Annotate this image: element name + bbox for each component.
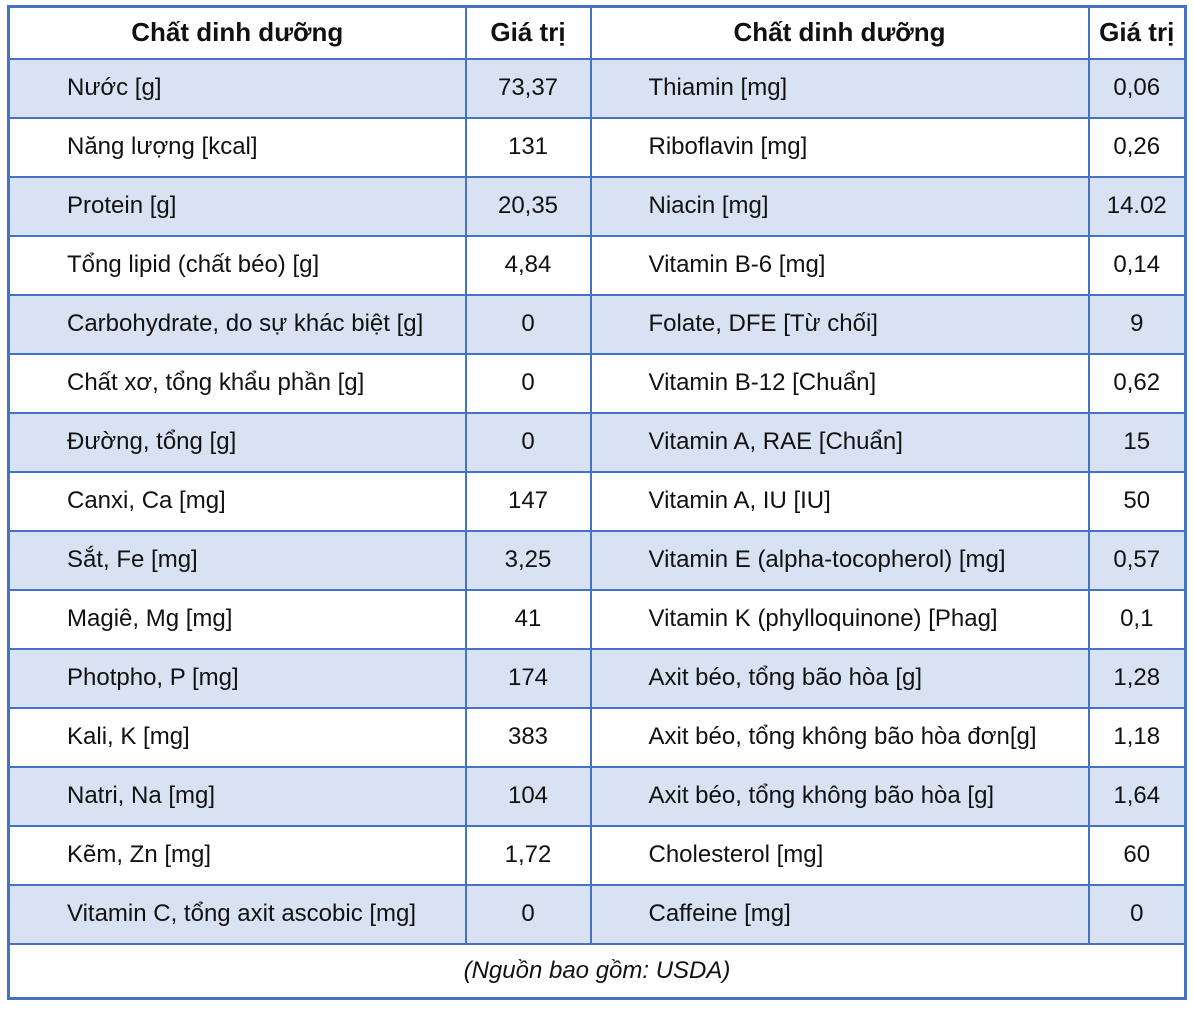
value-cell-right: 0,06 bbox=[1087, 57, 1187, 119]
value-cell-left: 0 bbox=[464, 293, 592, 355]
nutrient-cell-right: Vitamin E (alpha-tocopherol) [mg] bbox=[589, 529, 1090, 591]
value-cell-right: 0 bbox=[1087, 883, 1187, 945]
nutrient-cell-right: Vitamin A, RAE [Chuẩn] bbox=[589, 411, 1090, 473]
nutrient-cell-left: Chất xơ, tổng khẩu phần [g] bbox=[7, 352, 467, 414]
value-cell-right: 1,28 bbox=[1087, 647, 1187, 709]
table-row: Tổng lipid (chất béo) [g] 4,84 Vitamin B-6… bbox=[7, 234, 1187, 296]
table-row: Sắt, Fe [mg] 3,25 Vitamin E (alpha-tocophe… bbox=[7, 529, 1187, 591]
value-cell-left: 1,72 bbox=[464, 824, 592, 886]
value-cell-right: 50 bbox=[1087, 470, 1187, 532]
value-cell-right: 0,57 bbox=[1087, 529, 1187, 591]
table-row: Canxi, Ca [mg] 147 Vitamin A, IU [IU] 50 bbox=[7, 470, 1187, 532]
value-cell-left: 20,35 bbox=[464, 175, 592, 237]
nutrient-cell-right: Axit béo, tổng không bão hòa [g] bbox=[589, 765, 1090, 827]
value-cell-right: 14.02 bbox=[1087, 175, 1187, 237]
header-value-right: Giá trị bbox=[1087, 5, 1187, 60]
value-cell-right: 15 bbox=[1087, 411, 1187, 473]
header-value-left: Giá trị bbox=[464, 5, 592, 60]
value-cell-right: 9 bbox=[1087, 293, 1187, 355]
table-row: Năng lượng [kcal] 131 Riboflavin [mg] 0,26 bbox=[7, 116, 1187, 178]
nutrient-cell-right: Axit béo, tổng bão hòa [g] bbox=[589, 647, 1090, 709]
table-row: Nước [g] 73,37 Thiamin [mg] 0,06 bbox=[7, 57, 1187, 119]
nutrient-cell-right: Thiamin [mg] bbox=[589, 57, 1090, 119]
nutrition-table: Chất dinh dưỡng Giá trị Chất dinh dưỡng … bbox=[7, 5, 1187, 1000]
value-cell-left: 73,37 bbox=[464, 57, 592, 119]
value-cell-left: 104 bbox=[464, 765, 592, 827]
nutrient-cell-left: Kali, K [mg] bbox=[7, 706, 467, 768]
table-row: Natri, Na [mg] 104 Axit béo, tổng không bã… bbox=[7, 765, 1187, 827]
nutrient-cell-left: Photpho, P [mg] bbox=[7, 647, 467, 709]
nutrient-cell-left: Nước [g] bbox=[7, 57, 467, 119]
table-row: Vitamin C, tổng axit ascobic [mg] 0 Caffei… bbox=[7, 883, 1187, 945]
value-cell-left: 174 bbox=[464, 647, 592, 709]
table-header-row: Chất dinh dưỡng Giá trị Chất dinh dưỡng … bbox=[7, 5, 1187, 60]
nutrient-cell-right: Vitamin B-12 [Chuẩn] bbox=[589, 352, 1090, 414]
header-nutrient-left: Chất dinh dưỡng bbox=[7, 5, 467, 60]
nutrient-cell-left: Canxi, Ca [mg] bbox=[7, 470, 467, 532]
value-cell-left: 147 bbox=[464, 470, 592, 532]
nutrient-cell-right: Niacin [mg] bbox=[589, 175, 1090, 237]
value-cell-right: 1,18 bbox=[1087, 706, 1187, 768]
table-row: Photpho, P [mg] 174 Axit béo, tổng bão hòa… bbox=[7, 647, 1187, 709]
nutrient-cell-right: Cholesterol [mg] bbox=[589, 824, 1090, 886]
nutrient-cell-right: Caffeine [mg] bbox=[589, 883, 1090, 945]
value-cell-right: 1,64 bbox=[1087, 765, 1187, 827]
nutrient-cell-left: Sắt, Fe [mg] bbox=[7, 529, 467, 591]
source-note: (Nguồn bao gồm: USDA) bbox=[7, 942, 1187, 1000]
table-footer-row: (Nguồn bao gồm: USDA) bbox=[7, 942, 1187, 1000]
nutrient-cell-right: Vitamin B-6 [mg] bbox=[589, 234, 1090, 296]
nutrient-cell-right: Riboflavin [mg] bbox=[589, 116, 1090, 178]
value-cell-left: 4,84 bbox=[464, 234, 592, 296]
value-cell-right: 60 bbox=[1087, 824, 1187, 886]
nutrient-cell-left: Kẽm, Zn [mg] bbox=[7, 824, 467, 886]
value-cell-right: 0,1 bbox=[1087, 588, 1187, 650]
nutrient-cell-left: Protein [g] bbox=[7, 175, 467, 237]
value-cell-right: 0,26 bbox=[1087, 116, 1187, 178]
nutrient-cell-left: Magiê, Mg [mg] bbox=[7, 588, 467, 650]
nutrient-cell-right: Vitamin A, IU [IU] bbox=[589, 470, 1090, 532]
table-body: Nước [g] 73,37 Thiamin [mg] 0,06 Năng lượng … bbox=[7, 57, 1187, 945]
nutrient-cell-left: Vitamin C, tổng axit ascobic [mg] bbox=[7, 883, 467, 945]
nutrient-cell-left: Năng lượng [kcal] bbox=[7, 116, 467, 178]
nutrient-cell-right: Vitamin K (phylloquinone) [Phag] bbox=[589, 588, 1090, 650]
value-cell-left: 131 bbox=[464, 116, 592, 178]
value-cell-left: 0 bbox=[464, 883, 592, 945]
value-cell-left: 0 bbox=[464, 352, 592, 414]
value-cell-left: 3,25 bbox=[464, 529, 592, 591]
value-cell-left: 0 bbox=[464, 411, 592, 473]
table-row: Kẽm, Zn [mg] 1,72 Cholesterol [mg] 60 bbox=[7, 824, 1187, 886]
value-cell-left: 383 bbox=[464, 706, 592, 768]
header-nutrient-right: Chất dinh dưỡng bbox=[589, 5, 1090, 60]
table-row: Protein [g] 20,35 Niacin [mg] 14.02 bbox=[7, 175, 1187, 237]
nutrient-cell-left: Đường, tổng [g] bbox=[7, 411, 467, 473]
nutrient-cell-right: Folate, DFE [Từ chối] bbox=[589, 293, 1090, 355]
table-row: Kali, K [mg] 383 Axit béo, tổng không bão … bbox=[7, 706, 1187, 768]
nutrient-cell-left: Carbohydrate, do sự khác biệt [g] bbox=[7, 293, 467, 355]
value-cell-right: 0,62 bbox=[1087, 352, 1187, 414]
value-cell-left: 41 bbox=[464, 588, 592, 650]
nutrient-cell-right: Axit béo, tổng không bão hòa đơn[g] bbox=[589, 706, 1090, 768]
value-cell-right: 0,14 bbox=[1087, 234, 1187, 296]
table-row: Chất xơ, tổng khẩu phần [g] 0 Vitamin B-12… bbox=[7, 352, 1187, 414]
nutrient-cell-left: Tổng lipid (chất béo) [g] bbox=[7, 234, 467, 296]
table-row: Carbohydrate, do sự khác biệt [g] 0 Folate… bbox=[7, 293, 1187, 355]
nutrient-cell-left: Natri, Na [mg] bbox=[7, 765, 467, 827]
table-row: Đường, tổng [g] 0 Vitamin A, RAE [Chuẩn] 15 bbox=[7, 411, 1187, 473]
table-row: Magiê, Mg [mg] 41 Vitamin K (phylloquinone… bbox=[7, 588, 1187, 650]
